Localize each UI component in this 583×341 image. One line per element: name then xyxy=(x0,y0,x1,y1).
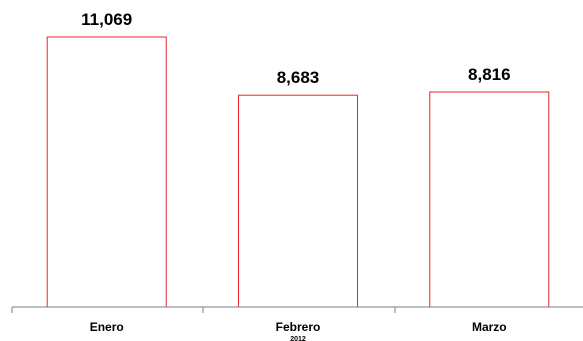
bar-marzo xyxy=(429,91,550,308)
x-axis-year-label: 2012 xyxy=(290,336,306,341)
category-labels-group: Enero Febrero Marzo xyxy=(90,320,507,334)
bar-enero xyxy=(46,36,167,308)
x-ticks-group xyxy=(11,307,396,313)
category-label-febrero: Febrero xyxy=(276,320,321,334)
bar-febrero xyxy=(238,94,358,308)
category-label-enero: Enero xyxy=(90,320,124,334)
value-label-febrero: 8,683 xyxy=(277,68,320,87)
value-label-marzo: 8,816 xyxy=(468,65,511,84)
category-label-marzo: Marzo xyxy=(472,320,507,334)
value-labels-group: 11,069 8,683 8,816 xyxy=(81,10,510,87)
bars-group xyxy=(46,36,550,308)
value-label-enero: 11,069 xyxy=(81,10,132,29)
